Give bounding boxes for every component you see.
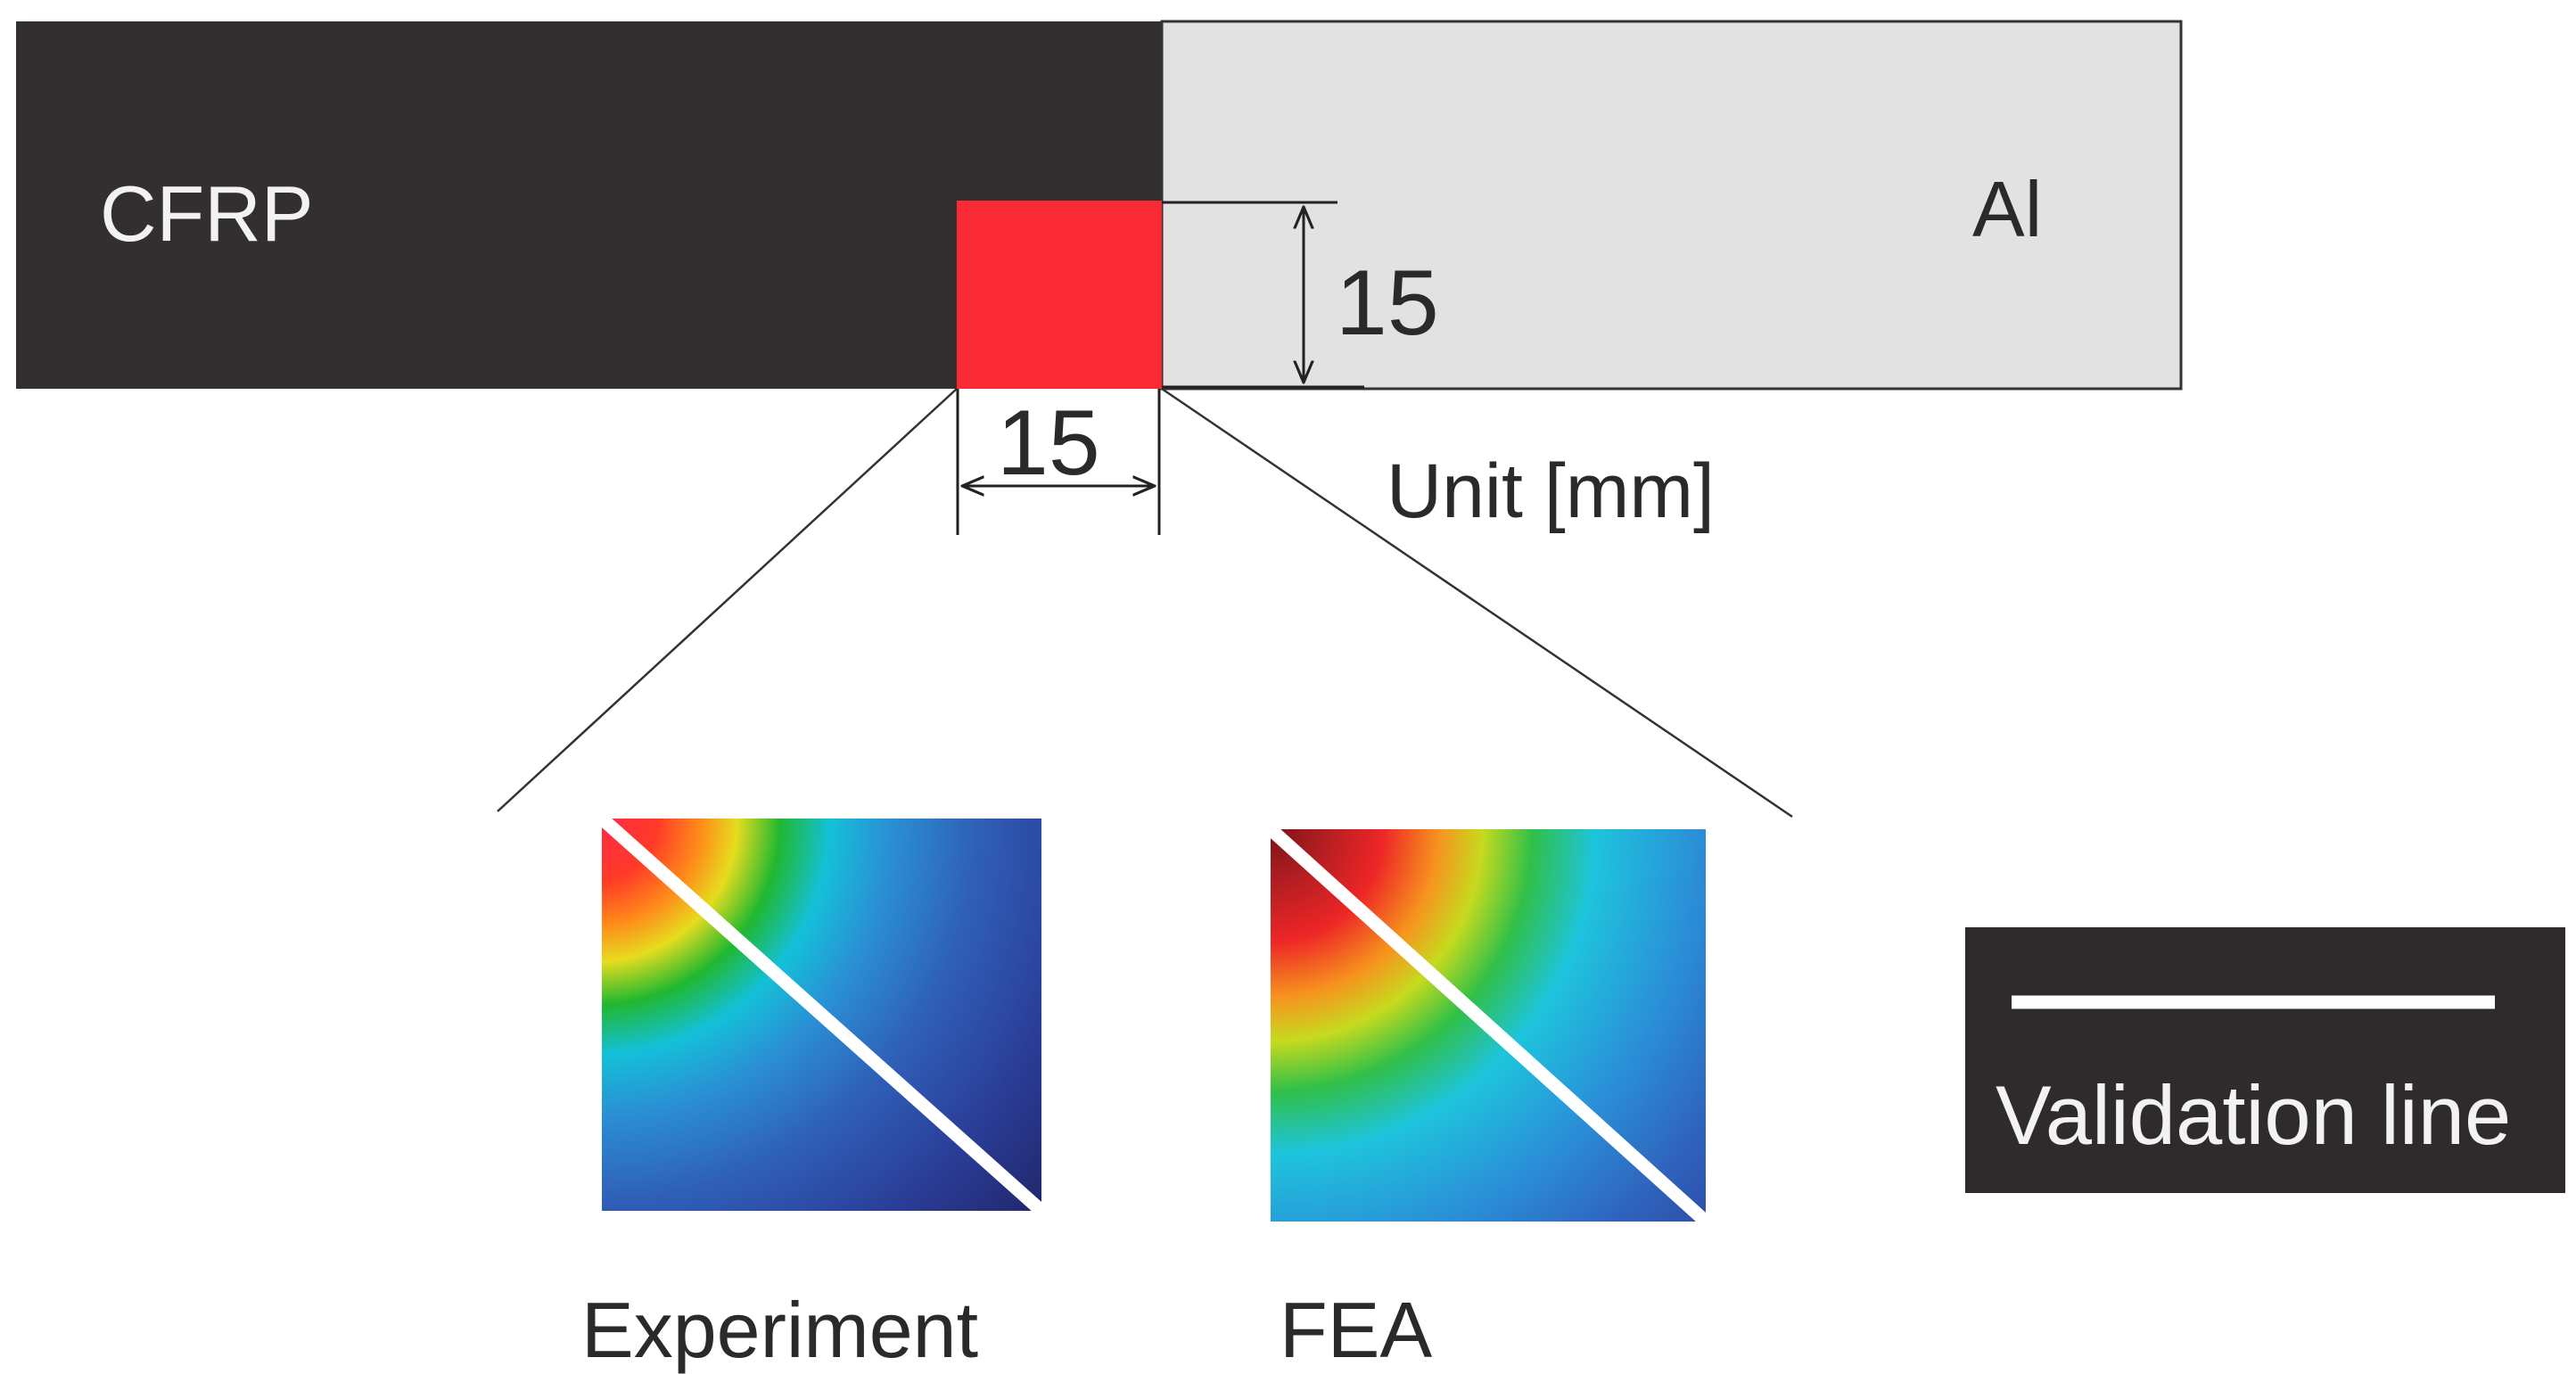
fea-validation-line: [1265, 824, 1711, 1227]
experiment-validation-line: [597, 813, 1046, 1216]
width-dimension: [956, 389, 1161, 535]
unit-label: Unit [mm]: [1387, 448, 1715, 534]
measurement-region: [957, 201, 1162, 389]
width-dimension-value: 15: [997, 391, 1100, 495]
al-label: Al: [1972, 165, 2042, 253]
cfrp-label: CFRP: [100, 169, 314, 258]
experiment-label: Experiment: [581, 1286, 978, 1374]
legend: Validation line: [1965, 927, 2565, 1193]
al-bar: [1160, 20, 2183, 391]
legend-box: [1965, 927, 2565, 1193]
zoom-lines: [497, 387, 1793, 819]
fea-panel: [1265, 824, 1711, 1227]
legend-label: Validation line: [1996, 1068, 2511, 1162]
height-dimension: [1162, 201, 1364, 389]
height-dimension-value: 15: [1336, 251, 1439, 355]
experiment-panel: [597, 813, 1046, 1216]
fea-label: FEA: [1280, 1286, 1432, 1374]
